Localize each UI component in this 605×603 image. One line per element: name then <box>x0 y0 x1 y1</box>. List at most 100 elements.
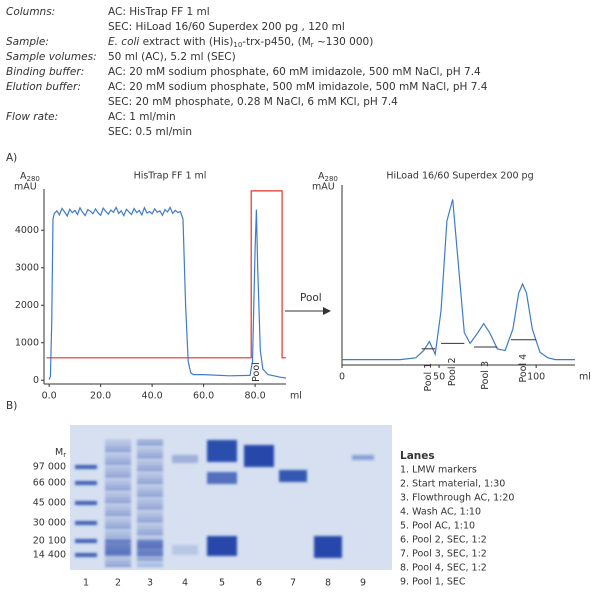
gel-band <box>314 536 342 558</box>
y-axis-label: A280 <box>318 171 338 184</box>
gel-band <box>105 504 131 506</box>
condition-label: Binding buffer: <box>6 66 84 78</box>
condition-label: Columns: <box>6 6 55 18</box>
line-series <box>48 206 287 380</box>
gel-band <box>352 455 374 460</box>
condition-value: SEC: HiLoad 16/60 Superdex 200 pg , 120 … <box>108 21 345 33</box>
gel-band <box>105 462 131 465</box>
gel-band <box>75 553 97 557</box>
lane-number: 3 <box>147 578 153 589</box>
pool-label: Pool 4 <box>518 354 529 383</box>
gel-band <box>75 465 97 469</box>
panel-label: B) <box>6 400 17 412</box>
gel-band <box>137 529 163 532</box>
gel-band <box>137 484 163 487</box>
gel-band <box>137 468 163 471</box>
annotation: Pool <box>251 362 262 382</box>
gel-band <box>137 443 163 445</box>
gel-band <box>105 523 131 525</box>
gel-band <box>105 449 131 452</box>
legend-item: 1. LMW markers <box>400 465 477 476</box>
gel-band <box>137 526 163 529</box>
gel-band <box>137 456 163 458</box>
gel-band <box>137 532 163 535</box>
gel-band <box>137 481 163 484</box>
text-part: A <box>318 171 325 182</box>
x-tick-label: 80.0 <box>245 391 266 402</box>
gel-band <box>105 446 131 449</box>
condition-value: SEC: 20 mM phosphate, 0.28 M NaCl, 6 mM … <box>108 96 398 108</box>
gel-band <box>137 491 163 493</box>
gel-band <box>105 488 131 490</box>
gel-band <box>137 516 163 519</box>
gel-band <box>75 501 97 505</box>
gel-band <box>105 510 131 513</box>
y-tick-label: 3000 <box>15 262 39 273</box>
chart-title: HiLoad 16/60 Superdex 200 pg <box>386 171 533 182</box>
marker-label: 14 400 <box>33 550 66 561</box>
condition-label: Elution buffer: <box>6 81 81 93</box>
text-part: M <box>55 447 63 458</box>
y-tick-label: 2000 <box>15 300 39 311</box>
gel-band <box>105 452 131 455</box>
condition-value: AC: 20 mM sodium phosphate, 60 mM imidaz… <box>108 66 481 78</box>
gel-band <box>75 521 97 525</box>
gel-band <box>137 536 163 538</box>
gel-band <box>105 443 131 445</box>
text-part: r <box>311 41 314 49</box>
gel-band <box>279 470 307 482</box>
condition-value: AC: HisTrap FF 1 ml <box>108 6 210 18</box>
gel-band <box>105 440 131 442</box>
gel-band <box>105 484 131 487</box>
pool-label: Pool 3 <box>480 361 491 390</box>
lane-number: 9 <box>360 578 366 589</box>
gel-band <box>105 475 131 477</box>
condition-value: AC: 1 ml/min <box>108 111 176 123</box>
marker-label: 66 000 <box>33 478 66 489</box>
x-tick-label: 50 <box>433 372 445 383</box>
gel-band <box>105 540 131 556</box>
lane-number: 7 <box>290 578 296 589</box>
arrow-label: Pool <box>300 292 322 304</box>
condition-value: 50 ml (AC), 5.2 ml (SEC) <box>108 51 236 63</box>
legend-title: Lanes <box>400 450 435 462</box>
text-part: 280 <box>325 175 338 183</box>
gel-band <box>105 494 131 497</box>
gel-band <box>137 510 163 513</box>
lane-number: 6 <box>256 578 262 589</box>
legend-item: 6. Pool 2, SEC, 1:2 <box>400 535 487 546</box>
text-part: ~130 000) <box>314 36 374 48</box>
marker-label: 97 000 <box>33 462 66 473</box>
x-axis-label: ml <box>290 391 302 402</box>
gel-band <box>137 462 163 465</box>
line-series <box>342 199 575 361</box>
gel-band <box>137 449 163 452</box>
y-tick-label: 4000 <box>15 225 39 236</box>
condition-label: Sample volumes: <box>6 51 97 63</box>
marker-label: 20 100 <box>33 536 66 547</box>
gel-band <box>137 472 163 474</box>
lane-number: 8 <box>325 578 331 589</box>
gel-band <box>137 555 163 557</box>
gel-band <box>105 459 131 461</box>
gel-band <box>105 558 131 561</box>
x-tick-label: 0 <box>339 372 345 383</box>
gel-band <box>137 488 163 490</box>
y-axis-unit: mAU <box>14 182 37 193</box>
gel-band <box>137 540 163 556</box>
gel-band <box>137 459 163 461</box>
gel-band <box>105 529 131 532</box>
gel-band <box>75 539 97 543</box>
gel-band <box>172 545 198 555</box>
gel-band <box>137 478 163 481</box>
condition-label: Sample: <box>6 36 49 48</box>
text-part: E. coli <box>108 36 139 48</box>
gel-band <box>105 507 131 509</box>
gel-band <box>105 526 131 529</box>
pool-label: Pool 1 <box>423 363 434 392</box>
x-tick-label: 40.0 <box>142 391 163 402</box>
condition-label: Flow rate: <box>6 111 58 123</box>
gel-band <box>105 520 131 522</box>
line-series <box>46 190 286 359</box>
gel-band <box>105 536 131 538</box>
